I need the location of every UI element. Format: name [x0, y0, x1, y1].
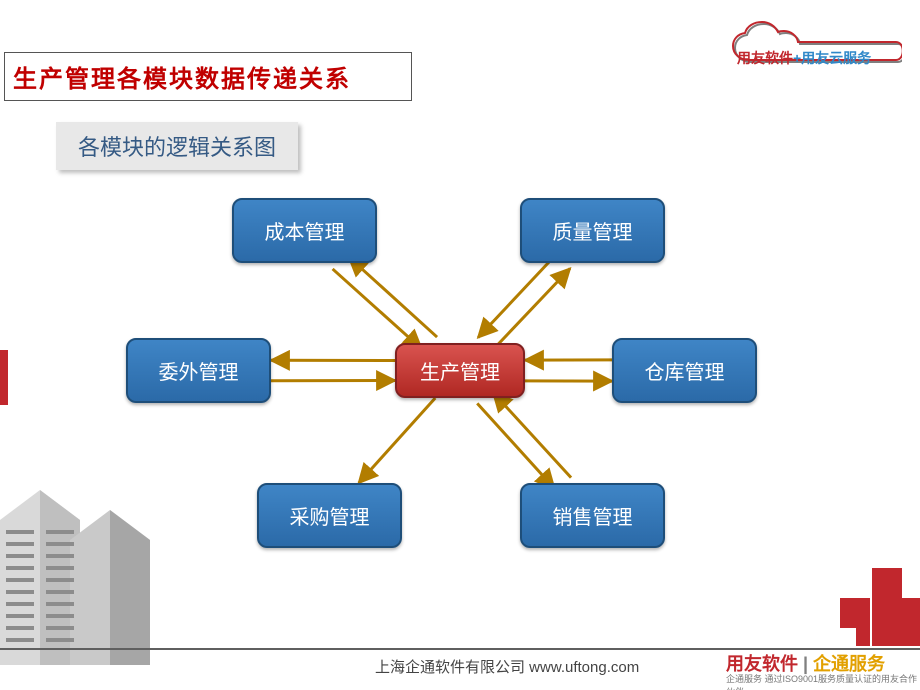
diagram-node-label: 成本管理: [265, 216, 345, 245]
diagram-node-outsrc: 委外管理: [126, 338, 271, 403]
footer-brand-right: 企通服务: [813, 654, 885, 674]
footer-brand-div: |: [798, 654, 813, 674]
diagram-node-label: 销售管理: [553, 501, 633, 530]
diagram-node-quality: 质量管理: [520, 198, 665, 263]
footer-brand-left: 用友软件: [726, 654, 798, 674]
red-square: [902, 628, 920, 646]
footer-subtext: 企通服务 通过ISO9001服务质量认证的用友合作伙伴: [726, 672, 920, 690]
red-square: [872, 568, 902, 598]
diagram-node-label: 质量管理: [553, 216, 633, 245]
diagram-node-label: 生产管理: [420, 356, 500, 385]
diagram-node-label: 采购管理: [290, 501, 370, 530]
red-square: [872, 628, 902, 646]
diagram-node-label: 委外管理: [159, 356, 239, 385]
diagram-node-label: 仓库管理: [645, 356, 725, 385]
diagram-nodes-layer: 生产管理 成本管理 质量管理委外管理 仓库管理采购管理 销售管理: [0, 0, 920, 690]
diagram-node-sales: 销售管理: [520, 483, 665, 548]
diagram-node-center: 生产管理: [395, 343, 525, 398]
diagram-node-whse: 仓库管理: [612, 338, 757, 403]
red-square: [840, 598, 870, 628]
red-square: [872, 598, 902, 628]
diagram-node-purch: 采购管理: [257, 483, 402, 548]
footer-company: 上海企通软件有限公司 www.uftong.com: [375, 656, 639, 677]
diagram-node-cost: 成本管理: [232, 198, 377, 263]
red-square: [902, 598, 920, 628]
slide: 用友软件+用友云服务 生产管理各模块数据传递关系 各模块的逻辑关系图: [0, 0, 920, 690]
red-square: [856, 628, 870, 646]
